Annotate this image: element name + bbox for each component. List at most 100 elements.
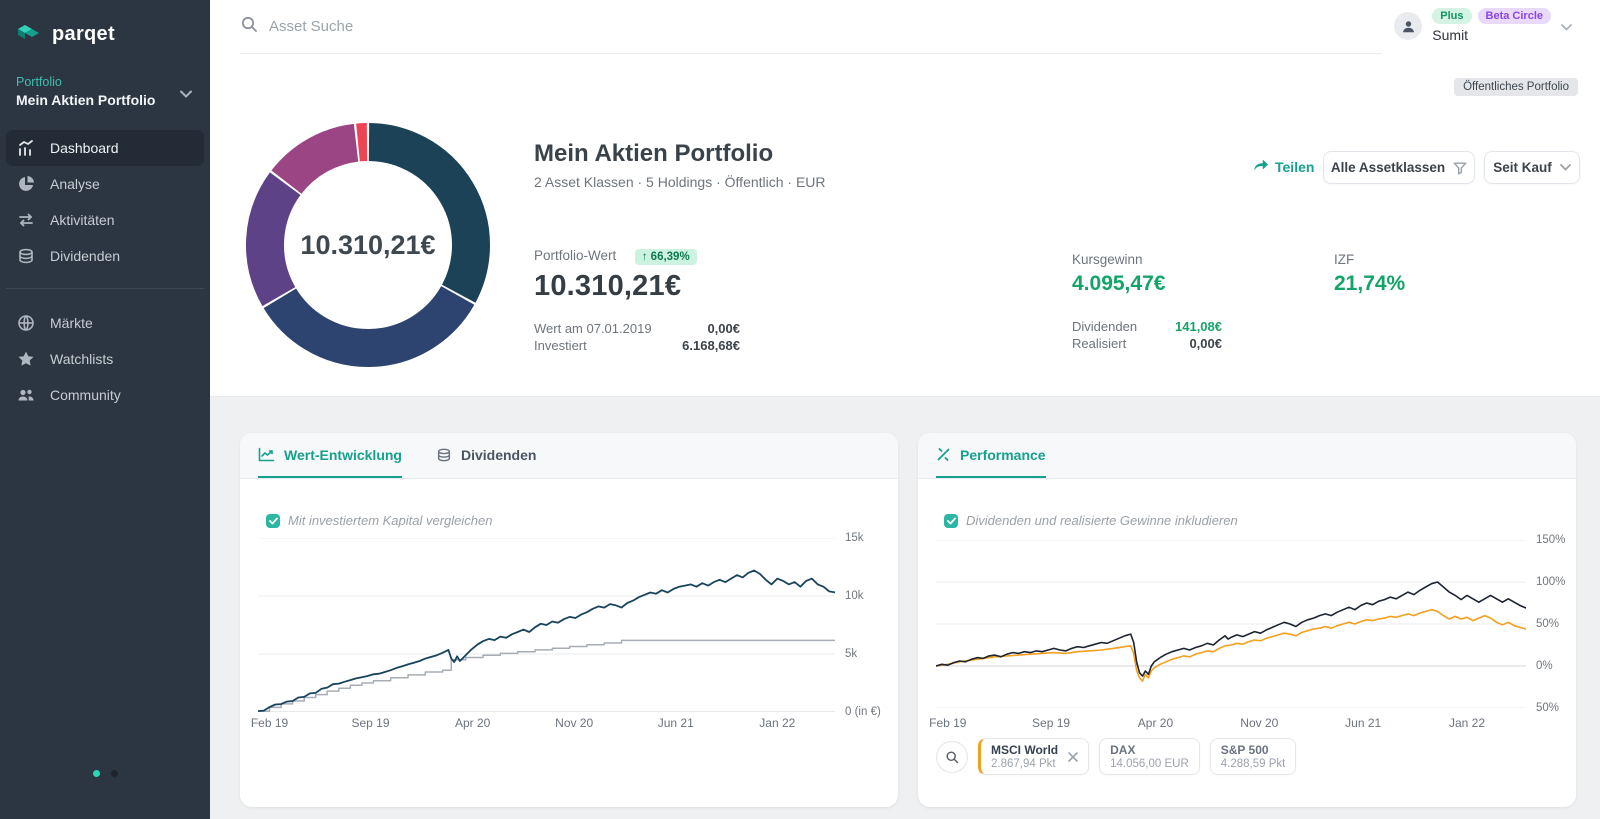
x-tick-label: Nov 20	[555, 716, 594, 730]
beta-badge: Beta Circle	[1477, 8, 1551, 24]
pie-chart-icon	[16, 174, 36, 194]
stat-row-dividenden: Dividenden 141,08€	[1072, 318, 1222, 335]
x-tick-label: Sep 19	[1032, 716, 1071, 730]
portfolio-value: 10.310,21€	[534, 270, 682, 302]
stat-row-start-value: Wert am 07.01.2019 0,00€	[534, 320, 740, 337]
sidebar-pagination	[0, 770, 210, 777]
star-icon	[16, 349, 36, 369]
user-menu[interactable]: Plus Beta Circle Sumit	[1394, 8, 1572, 43]
allocation-donut: 10.310,21€	[244, 121, 492, 369]
stat-kursgewinn: Kursgewinn 4.095,47€ Dividenden 141,08€ …	[1072, 252, 1222, 352]
chevron-down-icon	[1559, 164, 1571, 171]
sidebar: parqet Portfolio Mein Aktien Portfolio D…	[0, 0, 210, 819]
chip-title: DAX	[1110, 743, 1136, 757]
tab-dividenden[interactable]: Dividenden	[436, 433, 536, 478]
sidebar-item-label: Dashboard	[50, 140, 119, 156]
close-icon[interactable]	[1068, 751, 1078, 762]
portfolio-subtitle: 2 Asset Klassen · 5 Holdings · Öffentlic…	[534, 174, 826, 190]
assetclass-filter-button[interactable]: Alle Assetklassen	[1323, 151, 1475, 184]
sidebar-item-maerkte[interactable]: Märkte	[6, 305, 204, 341]
user-name: Sumit	[1432, 27, 1469, 43]
tab-label: Wert-Entwicklung	[284, 446, 402, 463]
stat-label: IZF	[1334, 252, 1355, 267]
coins-icon	[16, 246, 36, 266]
sidebar-item-analyse[interactable]: Analyse	[6, 166, 204, 202]
stat-row-realisiert: Realisiert 0,00€	[1072, 335, 1222, 352]
donut-chart	[246, 123, 490, 367]
sidebar-item-dashboard[interactable]: Dashboard	[6, 130, 204, 166]
benchmark-chip-sp500[interactable]: S&P 500 4.288,59 Pkt	[1209, 738, 1297, 775]
x-tick-label: Feb 19	[250, 716, 289, 730]
search-input[interactable]	[269, 18, 869, 35]
donut-center-value: 10.310,21€	[300, 229, 436, 260]
sidebar-item-label: Watchlists	[50, 351, 114, 367]
y-tick-label: 50%	[1536, 618, 1560, 630]
sidebar-item-label: Community	[50, 387, 121, 403]
chip-subtitle: 14.056,00 EUR	[1110, 758, 1189, 770]
hero-section: Plus Beta Circle Sumit Öffentliches Port…	[210, 0, 1600, 397]
pagination-dot[interactable]	[110, 770, 118, 777]
benchmark-search-button[interactable]	[936, 740, 968, 773]
change-badge: ↑ 66,39%	[634, 249, 697, 265]
chip-text: S&P 500 4.288,59 Pkt	[1221, 743, 1286, 770]
tab-label: Dividenden	[460, 446, 537, 463]
y-axis-labels: 15k 10k 5k 0 (in €)	[835, 532, 895, 718]
chip-text: DAX 14.056,00 EUR	[1110, 743, 1189, 770]
sidebar-item-aktivitaeten[interactable]: Aktivitäten	[6, 202, 204, 238]
tab-wert-entwicklung[interactable]: Wert-Entwicklung	[258, 433, 402, 478]
y-tick-label: 150%	[1536, 534, 1566, 546]
primary-nav: Dashboard Analyse Aktivitäten Dividenden…	[0, 130, 210, 413]
card-tabs: Performance	[918, 433, 1576, 479]
user-info: Plus Beta Circle Sumit	[1432, 8, 1551, 43]
y-tick-label: 0%	[1536, 660, 1553, 672]
stat-row-value: 0,00€	[707, 321, 740, 336]
sidebar-item-label: Dividenden	[50, 248, 121, 264]
transfer-arrows-icon	[16, 210, 36, 230]
x-tick-label: Jan 22	[1448, 716, 1486, 730]
compare-invested-checkbox[interactable]: Mit investiertem Kapital vergleichen	[266, 513, 492, 528]
sidebar-item-watchlists[interactable]: Watchlists	[6, 341, 204, 377]
x-tick-label: Apr 20	[1137, 716, 1174, 730]
y-tick-label: 15k	[845, 532, 864, 544]
chevron-down-icon	[180, 85, 192, 103]
stat-label: Portfolio-Wert	[534, 248, 617, 263]
chip-text: MSCI World 2.867,94 Pkt	[991, 743, 1058, 770]
x-tick-label: Apr 20	[454, 716, 491, 730]
benchmark-chip-msci-world[interactable]: MSCI World 2.867,94 Pkt	[978, 738, 1090, 775]
x-tick-label: Feb 19	[929, 716, 967, 730]
time-range-button[interactable]: Seit Kauf	[1484, 151, 1580, 184]
y-axis-labels: 150% 100% 50% 0% 50%	[1526, 534, 1571, 714]
coins-icon	[436, 447, 452, 463]
include-dividends-checkbox[interactable]: Dividenden und realisierte Gewinne inklu…	[944, 513, 1238, 528]
benchmark-chip-dax[interactable]: DAX 14.056,00 EUR	[1099, 738, 1200, 775]
stat-row-value: 141,08€	[1175, 319, 1222, 334]
tab-performance[interactable]: Performance	[936, 433, 1046, 478]
stat-row-label: Dividenden	[1072, 319, 1138, 334]
portfolio-selector[interactable]: Portfolio Mein Aktien Portfolio	[16, 75, 194, 108]
dashboard-icon	[16, 138, 36, 158]
assetclass-filter-label: Alle Assetklassen	[1330, 160, 1446, 175]
main-area: Plus Beta Circle Sumit Öffentliches Port…	[210, 0, 1600, 819]
x-axis-labels: Feb 19 Sep 19 Apr 20 Nov 20 Jun 21 Jan 22	[251, 716, 835, 732]
y-tick-label: 100%	[1536, 576, 1566, 588]
sidebar-item-dividenden[interactable]: Dividenden	[6, 238, 204, 274]
share-button[interactable]: Teilen	[1253, 158, 1314, 175]
percent-icon	[936, 447, 951, 462]
stat-row-invested: Investiert 6.168,68€	[534, 337, 740, 354]
sidebar-divider	[6, 288, 204, 289]
benchmark-legend: MSCI World 2.867,94 Pkt DAX 14.056,00 EU…	[936, 738, 1297, 775]
chip-subtitle: 2.867,94 Pkt	[991, 758, 1056, 770]
sidebar-item-label: Analyse	[50, 176, 100, 192]
stat-row-label: Investiert	[534, 338, 587, 353]
pagination-dot-active[interactable]	[92, 770, 100, 777]
chip-title: S&P 500	[1220, 743, 1269, 757]
globe-icon	[16, 313, 36, 333]
sidebar-item-community[interactable]: Community	[6, 377, 204, 413]
share-label: Teilen	[1275, 158, 1315, 175]
x-tick-label: Jun 21	[1345, 716, 1382, 730]
chip-title: MSCI World	[991, 743, 1059, 757]
chip-subtitle: 4.288,59 Pkt	[1220, 758, 1286, 770]
performance-chart-svg	[936, 540, 1526, 708]
public-portfolio-badge: Öffentliches Portfolio	[1454, 78, 1578, 96]
checkbox-checked-icon	[944, 513, 958, 528]
